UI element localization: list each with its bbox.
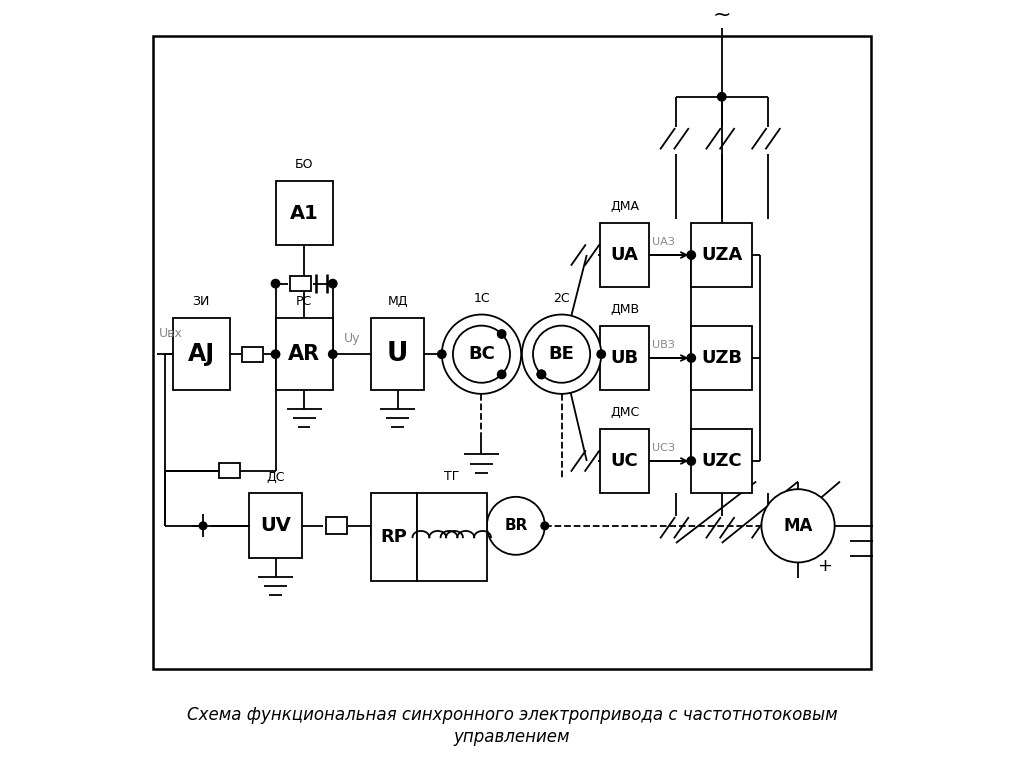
Circle shape: [687, 251, 695, 260]
Circle shape: [522, 315, 601, 394]
Text: ДМВ: ДМВ: [610, 303, 639, 316]
Bar: [600, 326, 649, 390]
Bar: [242, 346, 263, 362]
Circle shape: [453, 326, 510, 382]
Text: BE: BE: [549, 345, 574, 363]
Text: ДМА: ДМА: [610, 200, 639, 213]
Bar: [691, 223, 753, 287]
Text: 1С: 1С: [473, 292, 489, 305]
Bar: [326, 518, 347, 535]
Text: UАЗ: UАЗ: [652, 237, 675, 247]
Circle shape: [329, 350, 337, 359]
Text: Uвх: Uвх: [159, 327, 182, 340]
Circle shape: [441, 315, 521, 394]
Bar: [371, 318, 424, 390]
Text: Схема функциональная синхронного электропривода с частотнотоковым: Схема функциональная синхронного электро…: [186, 706, 838, 723]
Text: РС: РС: [296, 295, 312, 308]
Text: AJ: AJ: [187, 343, 215, 366]
Text: МД: МД: [387, 295, 408, 308]
Text: ЗИ: ЗИ: [193, 295, 210, 308]
Bar: [600, 429, 649, 493]
Text: ДМС: ДМС: [610, 406, 639, 419]
Text: UB: UB: [610, 349, 639, 367]
Text: UВЗ: UВЗ: [652, 339, 675, 349]
Bar: [691, 326, 753, 390]
Circle shape: [687, 457, 695, 465]
Text: Uу: Uу: [344, 332, 360, 345]
Text: RP: RP: [380, 528, 408, 546]
Circle shape: [271, 350, 280, 359]
Circle shape: [762, 489, 835, 562]
Bar: [417, 493, 486, 581]
Bar: [371, 493, 417, 581]
Text: UA: UA: [610, 246, 638, 264]
Circle shape: [498, 370, 506, 379]
Text: управлением: управлением: [454, 729, 570, 746]
Text: ТГ: ТГ: [444, 471, 460, 484]
Bar: [275, 180, 333, 246]
Text: ~: ~: [713, 5, 731, 25]
Circle shape: [329, 280, 337, 288]
Text: +: +: [817, 558, 833, 575]
Circle shape: [538, 370, 546, 379]
Text: UV: UV: [260, 516, 291, 535]
Circle shape: [687, 354, 695, 362]
Bar: [219, 463, 241, 478]
Circle shape: [498, 329, 506, 338]
Bar: [275, 318, 333, 390]
Circle shape: [437, 350, 446, 359]
Text: БО: БО: [295, 157, 313, 170]
Text: ДС: ДС: [266, 471, 285, 484]
Text: A1: A1: [290, 204, 318, 223]
Circle shape: [597, 350, 605, 359]
Text: UСЗ: UСЗ: [652, 442, 676, 452]
Bar: [154, 36, 870, 669]
Circle shape: [534, 326, 590, 382]
Bar: [173, 318, 229, 390]
Circle shape: [718, 93, 726, 101]
Text: UC: UC: [610, 452, 638, 470]
Text: MA: MA: [783, 517, 813, 535]
Circle shape: [271, 280, 280, 288]
Text: BC: BC: [468, 345, 495, 363]
Circle shape: [200, 522, 207, 530]
Bar: [691, 429, 753, 493]
Bar: [290, 276, 311, 291]
Bar: [249, 493, 302, 558]
Text: UZB: UZB: [701, 349, 742, 367]
Bar: [600, 223, 649, 287]
Circle shape: [538, 370, 546, 379]
Text: UZC: UZC: [701, 452, 742, 470]
Text: BR: BR: [504, 518, 527, 533]
Circle shape: [541, 522, 549, 530]
Circle shape: [486, 497, 545, 554]
Text: 2С: 2С: [553, 292, 570, 305]
Text: UZA: UZA: [701, 246, 742, 264]
Text: AR: AR: [288, 344, 321, 364]
Text: U: U: [387, 341, 409, 367]
